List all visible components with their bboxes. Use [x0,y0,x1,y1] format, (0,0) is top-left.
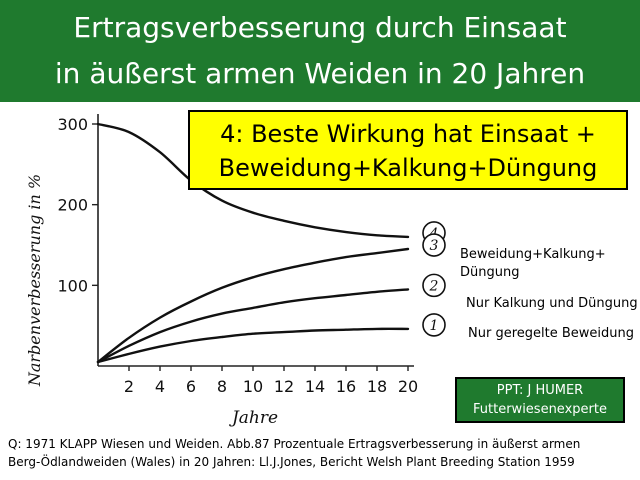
series-marker-circle-1 [422,313,446,337]
series-line-4 [96,122,410,239]
legend-curve3-line2: Düngung [460,265,520,280]
author-credit-line1: PPT: J HUMER [496,383,584,398]
x-tick-label: 2 [124,377,134,396]
x-tick-label: 12 [274,377,294,396]
series-line-3 [96,247,410,364]
key-message-line2: Beweidung+Kalkung+Düngung [218,154,598,182]
series-marker-label-2: 2 [429,278,439,294]
series-line-2 [96,288,410,364]
x-tick-label: 14 [305,377,325,396]
x-axis-label: Jahre [229,408,278,428]
page-title-line1: Ertragsverbesserung durch Einsaat [73,11,567,44]
key-message-line1: 4: Beste Wirkung hat Einsaat + [220,120,596,148]
x-tick-label: 20 [398,377,418,396]
legend-curve3-line1: Beweidung+Kalkung+ [460,247,606,262]
x-tick-label: 6 [186,377,196,396]
x-tick-label: 8 [217,377,227,396]
source-citation-line1: Q: 1971 KLAPP Wiesen und Weiden. Abb.87 … [8,437,581,451]
series-line-1 [96,327,410,364]
author-credit-box: PPT: J HUMER Futterwiesenexperte [455,377,625,423]
x-tick-label: 18 [367,377,387,396]
y-axis-label: Narbenverbesserung in % [25,174,44,387]
chart-axes [97,114,414,367]
author-credit-line2: Futterwiesenexperte [473,402,607,417]
title-banner: Ertragsverbesserung durch Einsaat in äuß… [0,0,640,102]
chart-markers: 4321 [422,221,446,337]
series-marker-label-1: 1 [430,318,439,334]
source-citation-line2: Berg-Ödlandweiden (Wales) in 20 Jahren: … [8,455,575,469]
chart-ticks: 100 200 300 2 4 6 8 10 12 14 16 18 20 [57,115,418,396]
key-message-box: 4: Beste Wirkung hat Einsaat + Beweidung… [188,110,628,190]
x-tick-label: 16 [336,377,356,396]
series-marker-circle-3 [422,233,446,257]
y-tick-label: 100 [57,276,88,295]
page-title-line2: in äußerst armen Weiden in 20 Jahren [54,57,586,90]
chart-lines [96,122,410,364]
x-tick-label: 4 [155,377,165,396]
y-tick-label: 300 [57,115,88,134]
x-tick-label: 10 [243,377,263,396]
y-tick-label: 200 [57,196,88,215]
legend-curve1: Nur geregelte Beweidung [468,326,634,341]
series-marker-label-3: 3 [430,238,439,254]
series-marker-circle-2 [422,273,446,298]
legend-curve2: Nur Kalkung und Düngung [466,296,638,311]
